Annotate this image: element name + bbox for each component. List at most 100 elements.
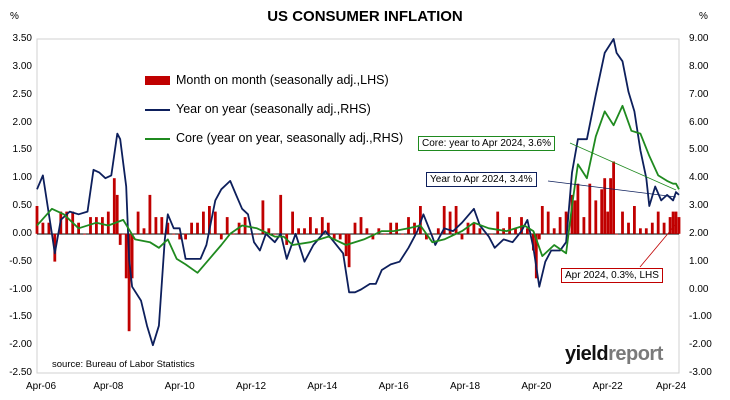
mom-bar xyxy=(303,228,306,234)
yieldreport-logo: yieldreport xyxy=(565,343,663,365)
right-tick-label: 3.00 xyxy=(689,200,709,211)
mom-bar xyxy=(65,211,69,234)
mom-bar xyxy=(121,233,125,235)
mom-bar xyxy=(514,228,517,234)
x-tick-label: Apr-20 xyxy=(521,381,552,392)
mom-bar xyxy=(353,222,357,234)
mom-bar xyxy=(448,211,452,234)
left-tick-label: -2.50 xyxy=(9,367,32,378)
mom-bar xyxy=(101,217,104,234)
mom-bar xyxy=(35,206,39,234)
mom-bar xyxy=(573,200,577,234)
mom-bar xyxy=(231,233,235,235)
mom-bar xyxy=(124,233,128,279)
mom-bar xyxy=(267,228,271,234)
mom-bar xyxy=(537,233,541,240)
mom-bar xyxy=(662,222,666,234)
mom-bar xyxy=(526,228,529,234)
mom-bar xyxy=(365,228,369,234)
mom-bar xyxy=(407,217,410,234)
mom-bar xyxy=(184,233,187,240)
right-tick-label: 0.00 xyxy=(689,283,709,295)
core-callout: Core: year to Apr 2024, 3.6% xyxy=(418,136,555,151)
mom-bar xyxy=(534,233,538,279)
mom-bar xyxy=(644,228,648,234)
mom-bar xyxy=(395,222,398,234)
mom-bar xyxy=(546,211,550,234)
left-tick-label: -1.50 xyxy=(9,311,32,323)
mom-bar xyxy=(425,233,428,240)
mom-bar xyxy=(166,222,170,234)
mom-bar xyxy=(172,233,176,235)
yoy-callout-leader xyxy=(547,180,677,198)
legend-label-core: Core (year on year, seasonally adj.,RHS) xyxy=(176,131,404,145)
mom-bar xyxy=(261,200,265,234)
mom-bar xyxy=(202,211,205,234)
left-tick-label: 1.50 xyxy=(12,144,32,156)
x-tick-label: Apr-10 xyxy=(164,381,195,392)
right-tick-label: -1.00 xyxy=(689,311,712,323)
mom-bar xyxy=(564,211,568,234)
mom-bar xyxy=(540,206,544,234)
mom-bar xyxy=(83,233,86,235)
mom-bar xyxy=(359,217,363,234)
mom-bar xyxy=(115,194,119,234)
mom-bar xyxy=(677,217,681,234)
mom-bar xyxy=(383,233,387,235)
yoy-lines xyxy=(36,38,680,347)
mom-bar xyxy=(112,178,116,234)
mom-bar xyxy=(650,222,654,234)
mom-bar xyxy=(142,228,146,234)
mom-bar xyxy=(600,189,604,234)
mom-bar xyxy=(460,233,464,240)
mom-bar xyxy=(558,217,562,234)
right-tick-label: 2.00 xyxy=(689,227,709,239)
yoy-callout: Year to Apr 2024, 3.4% xyxy=(426,172,537,187)
left-tick-label: 1.00 xyxy=(12,172,32,184)
right-tick-label: 8.00 xyxy=(689,60,709,72)
mom-bar xyxy=(315,228,318,234)
mom-bar xyxy=(442,206,446,234)
legend-swatch-yoy xyxy=(145,109,170,111)
mom-bar xyxy=(490,233,494,235)
left-tick-label: -2.00 xyxy=(9,339,32,351)
mom-bar xyxy=(148,194,152,234)
mom-bar xyxy=(213,211,217,234)
right-tick-label: 9.00 xyxy=(689,33,709,44)
chart-title: US CONSUMER INFLATION xyxy=(267,8,463,25)
mom-bar xyxy=(291,211,294,234)
mom-bar xyxy=(136,211,140,234)
left-tick-label: 0.50 xyxy=(12,200,32,211)
mom-bar xyxy=(320,217,324,234)
mom-bar xyxy=(196,222,199,234)
mom-bar xyxy=(627,222,630,234)
mom-bar xyxy=(326,222,330,234)
mom-bar xyxy=(332,233,336,240)
left-tick-label: 3.50 xyxy=(12,33,32,44)
mom-bar xyxy=(127,233,131,332)
mom-bar xyxy=(106,211,110,234)
right-axis-unit: % xyxy=(699,11,708,22)
mom-bar xyxy=(582,217,586,234)
right-tick-label: -3.00 xyxy=(689,367,712,378)
legend-swatch-mom xyxy=(145,76,170,85)
right-tick-label: 1.00 xyxy=(689,255,709,267)
mom-bar xyxy=(594,200,598,234)
mom-bar xyxy=(609,178,612,234)
left-tick-label: 2.00 xyxy=(12,116,32,128)
source-note: source: Bureau of Labor Statistics xyxy=(52,359,195,370)
yoy-line xyxy=(36,38,680,347)
mom-bar xyxy=(95,217,98,234)
mom-bar xyxy=(508,217,511,234)
right-tick-label: 7.00 xyxy=(689,88,709,100)
mom-bar xyxy=(621,211,624,234)
legend-label-mom: Month on month (seasonally adj.,LHS) xyxy=(176,73,389,87)
mom-bar xyxy=(633,206,636,234)
core-line xyxy=(36,104,680,274)
right-tick-label: 4.00 xyxy=(689,172,709,184)
mom-bar xyxy=(130,233,134,279)
legend-label-yoy: Year on year (seasonally adj.,RHS) xyxy=(176,102,371,116)
mom-bars xyxy=(35,161,681,332)
x-tick-label: Apr-14 xyxy=(307,381,338,392)
